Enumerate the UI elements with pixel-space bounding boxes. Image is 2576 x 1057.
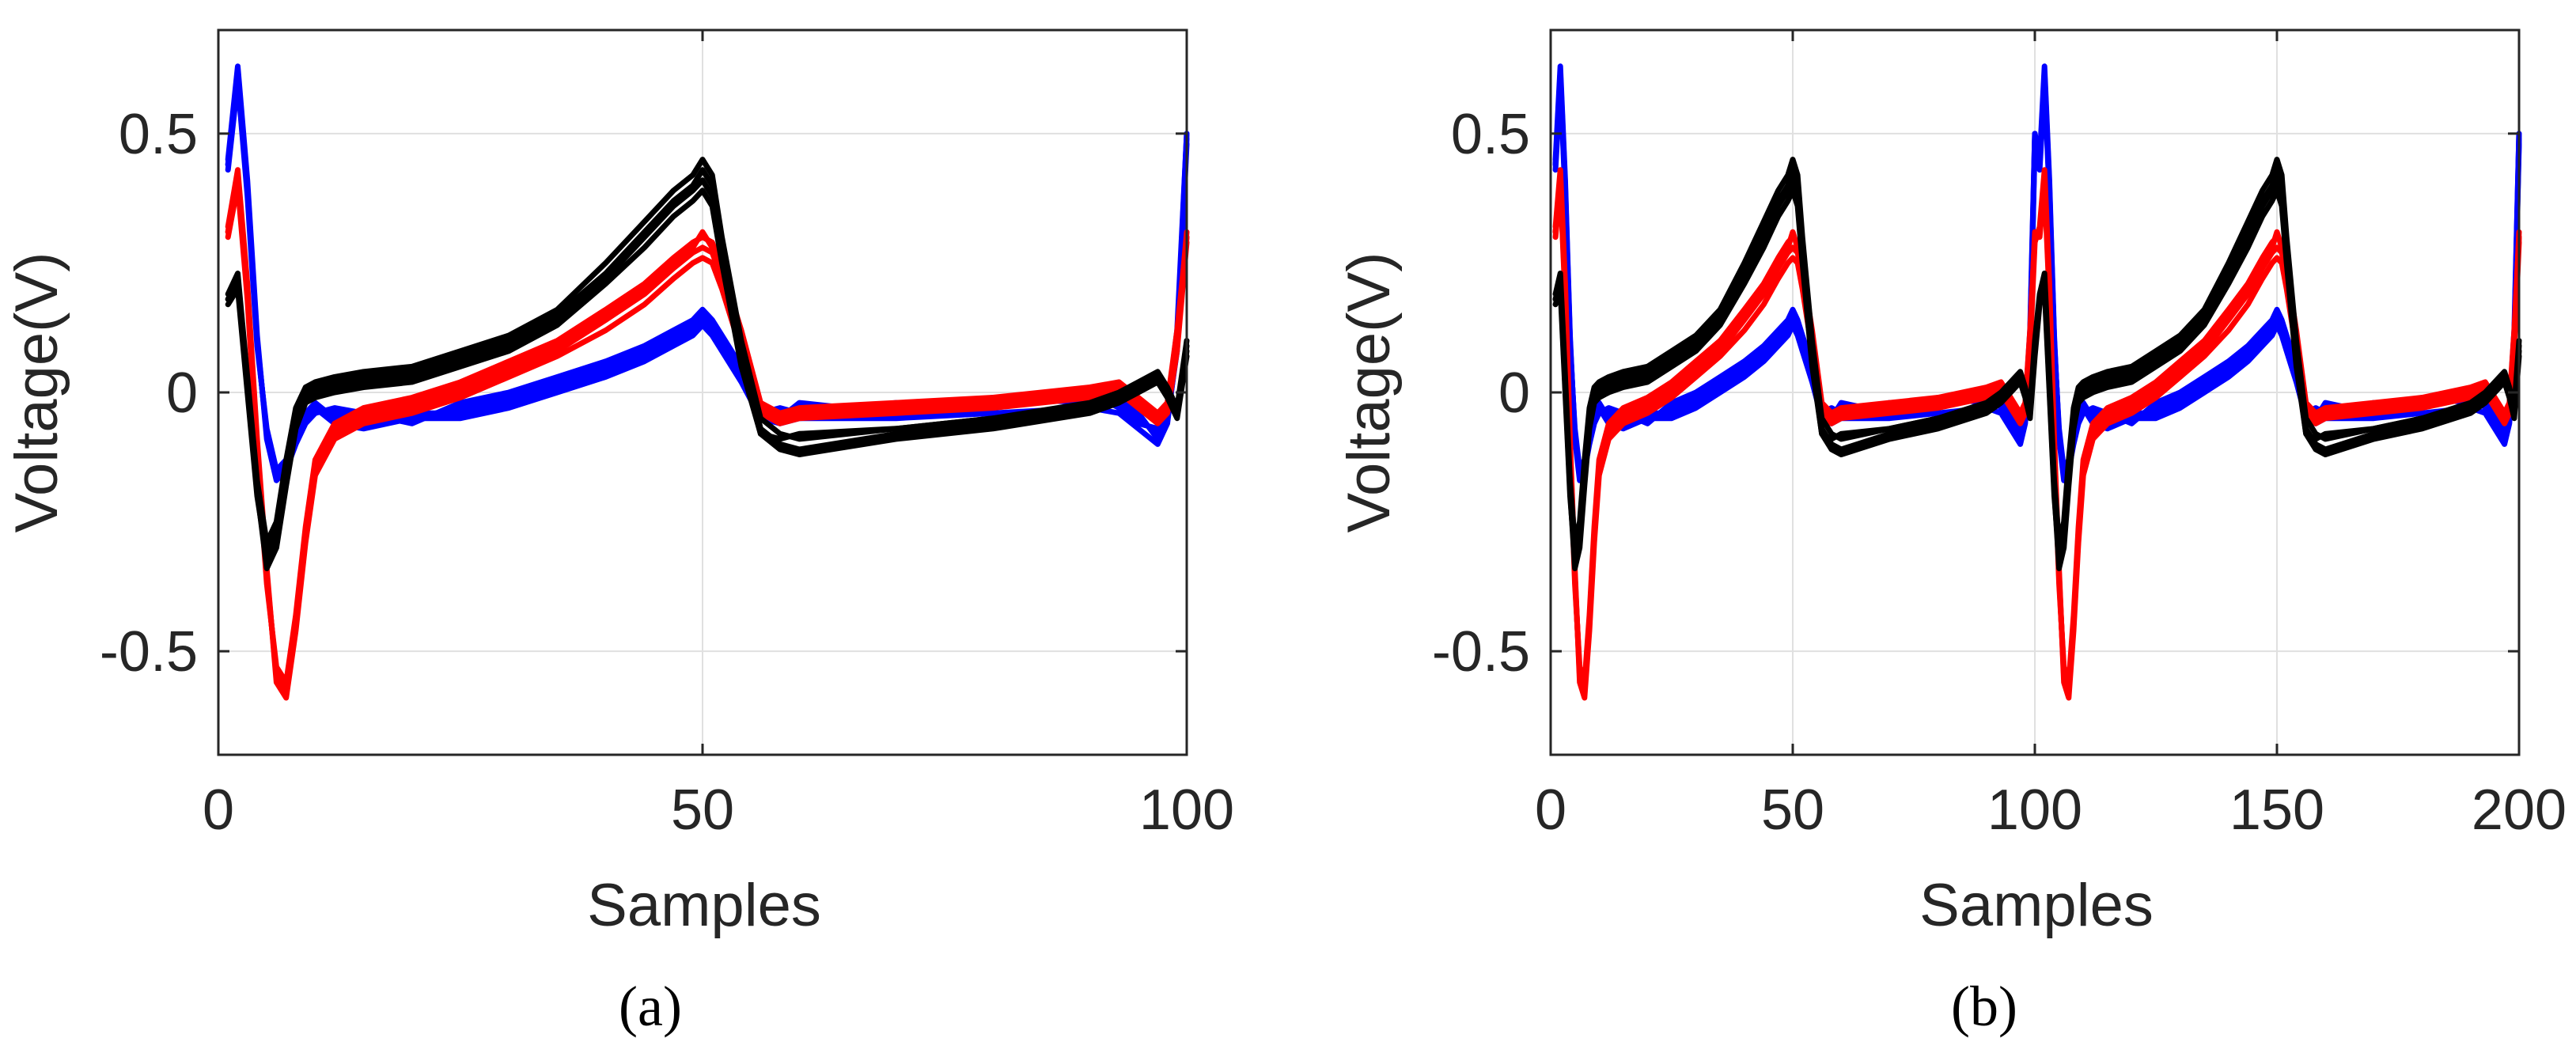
panel-b-series-line-black-4	[1552, 188, 2522, 571]
panel-b-ticks: 0 50 100 150 200 -0.5 0 0.5	[1432, 30, 2567, 842]
panel-a-caption: (a)	[619, 975, 682, 1038]
panel-a-series-line-red-4	[225, 177, 1190, 691]
panel-b-y-tick-label: 0	[1498, 362, 1530, 425]
panel-b-series-group	[1552, 63, 2522, 701]
panel-a-series-line-black-3	[225, 157, 1190, 546]
panel-a-ticks: 0 50 100 -0.5 0 0.5	[100, 30, 1234, 842]
panel-a-chart: 0 50 100 -0.5 0 0.5 Samples Voltage(V) (a)	[3, 28, 1234, 1038]
panel-a-x-tick-label: 100	[1139, 779, 1234, 842]
panel-a-x-tick-label: 50	[671, 779, 734, 842]
panel-b-x-tick-label: 200	[2472, 779, 2567, 842]
panel-a-x-axis-label: Samples	[587, 872, 821, 939]
panel-a-x-tick-label: 0	[203, 779, 234, 842]
panel-b-y-axis-label: Voltage(V)	[1335, 252, 1403, 533]
panel-a-y-tick-label: -0.5	[100, 620, 198, 684]
panel-b-x-tick-label: 50	[1761, 779, 1824, 842]
panel-b-y-tick-label: -0.5	[1432, 620, 1530, 684]
panel-a-series-group	[225, 63, 1190, 701]
panel-a-series-line-black-4	[225, 188, 1190, 571]
panel-b-x-tick-label: 0	[1535, 779, 1566, 842]
panel-a-y-axis-label: Voltage(V)	[3, 252, 70, 533]
panel-b-x-tick-label: 150	[2229, 779, 2324, 842]
panel-a-y-tick-label: 0	[166, 362, 198, 425]
panel-b-x-tick-label: 100	[1987, 779, 2082, 842]
panel-a-y-tick-label: 0.5	[119, 103, 198, 166]
panel-a-series-line-red-3	[225, 167, 1190, 701]
panel-b-x-axis-label: Samples	[1919, 872, 2154, 939]
panel-b-caption: (b)	[1951, 975, 2017, 1038]
panel-b-chart: 0 50 100 150 200-0.500.5 Samples Voltage(V) …	[1335, 28, 2567, 1038]
panel-b-y-tick-label: 0.5	[1451, 103, 1530, 166]
